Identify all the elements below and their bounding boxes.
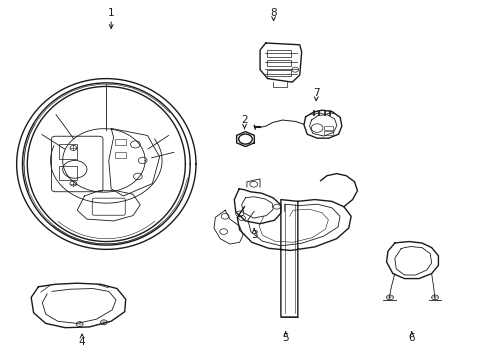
Bar [323,126,332,130]
Bar [267,50,290,57]
Bar [323,131,332,135]
Bar [267,70,290,76]
Text: 5: 5 [282,333,288,343]
Bar [59,144,77,159]
Text: 2: 2 [241,114,247,125]
Text: 6: 6 [407,333,414,343]
Text: 1: 1 [108,8,114,18]
Bar [115,139,125,145]
Bar [59,166,77,180]
Text: 3: 3 [250,230,257,240]
Text: 7: 7 [312,88,319,98]
Text: 8: 8 [270,8,276,18]
Text: 4: 4 [79,337,85,347]
Bar [267,60,290,67]
Bar [115,152,125,158]
